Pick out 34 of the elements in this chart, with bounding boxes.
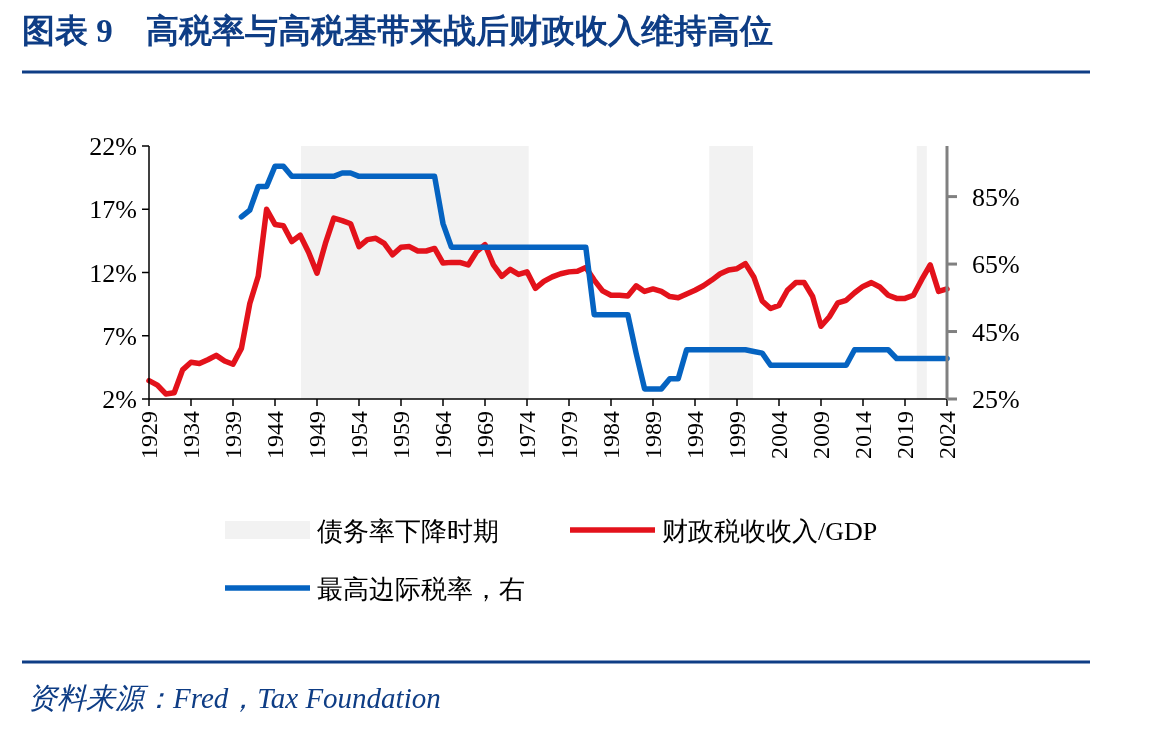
x-tick-label: 1964 bbox=[430, 411, 456, 459]
legend-label: 财政税收收入/GDP bbox=[662, 517, 878, 546]
y-tick-label: 7% bbox=[102, 321, 137, 351]
x-tick-label: 1994 bbox=[682, 411, 708, 459]
x-tick-label: 1984 bbox=[598, 411, 624, 459]
x-tick-label: 1969 bbox=[472, 411, 498, 459]
x-tick-label: 1989 bbox=[640, 411, 666, 459]
x-tick-label: 1949 bbox=[304, 411, 330, 459]
x-tick-label: 1934 bbox=[178, 411, 204, 459]
y-tick-label: 2% bbox=[102, 385, 137, 414]
legend-label: 最高边际税率，右 bbox=[317, 575, 525, 604]
x-tick-label: 2009 bbox=[808, 411, 834, 459]
y-tick-label: 17% bbox=[89, 195, 137, 225]
chart-title: 图表 9 高税率与高税基带来战后财政收入维持高位 bbox=[22, 13, 773, 49]
y2-tick-label: 65% bbox=[972, 250, 1020, 280]
x-tick-label: 2014 bbox=[850, 411, 876, 459]
x-tick-label: 1999 bbox=[724, 411, 750, 459]
x-tick-label: 1939 bbox=[220, 411, 246, 459]
y2-tick-label: 85% bbox=[972, 182, 1020, 212]
y2-tick-label: 45% bbox=[972, 317, 1020, 347]
x-tick-label: 1944 bbox=[262, 411, 288, 459]
x-tick-label: 1979 bbox=[556, 411, 582, 459]
legend-label: 债务率下降时期 bbox=[317, 517, 499, 546]
x-tick-label: 1954 bbox=[346, 411, 372, 459]
y2-tick-label: 25% bbox=[972, 385, 1020, 414]
y-tick-label: 22% bbox=[89, 132, 137, 161]
x-tick-label: 2019 bbox=[892, 411, 918, 459]
y-tick-label: 12% bbox=[89, 258, 137, 288]
text: 资料来源：Fred，Tax Foundation bbox=[28, 682, 441, 714]
x-tick-label: 1959 bbox=[388, 411, 414, 459]
x-tick-label: 2004 bbox=[766, 411, 792, 459]
x-tick-label: 1974 bbox=[514, 411, 540, 459]
x-tick-label: 1929 bbox=[136, 411, 162, 459]
x-tick-label: 2024 bbox=[934, 411, 960, 459]
